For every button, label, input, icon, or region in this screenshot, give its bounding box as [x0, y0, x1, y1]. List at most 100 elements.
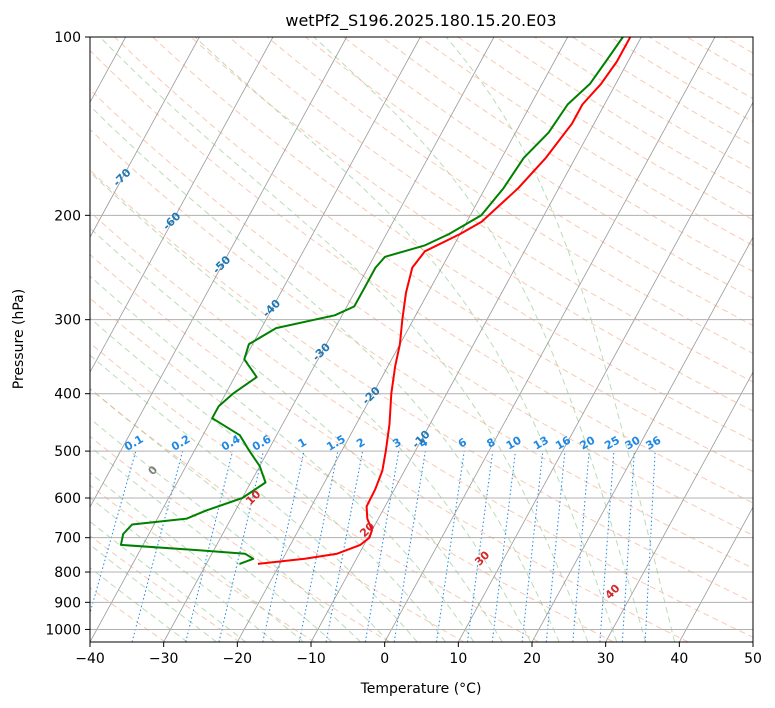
y-axis-label: Pressure (hPa) — [11, 289, 27, 389]
dry-adiabat-label: 40 — [603, 582, 623, 602]
sounding-series — [119, 37, 632, 565]
mixing-ratio-line — [435, 451, 465, 642]
mixing-ratio-label: 13 — [531, 434, 551, 453]
isotherm-line — [531, 236, 753, 642]
moist-adiabat-line — [313, 37, 647, 642]
plot-frame — [89, 36, 754, 643]
dry-adiabat-line — [495, 37, 753, 196]
mixing-ratio-label: 2 — [354, 436, 367, 451]
mixing-ratio-line — [90, 450, 137, 615]
dry-adiabat-line — [228, 37, 753, 383]
mixing-ratio-lines — [90, 450, 656, 642]
y-tick-label: 200 — [54, 208, 81, 224]
mixing-ratio-label: 20 — [578, 433, 598, 452]
x-tick-label: −10 — [296, 651, 326, 667]
moist-adiabat-line — [90, 567, 188, 642]
dry-adiabat-line — [152, 37, 753, 442]
isotherm-label: -80 — [61, 122, 84, 145]
y-tick-label: 700 — [54, 531, 81, 547]
isotherm-label: -90 — [11, 78, 34, 101]
mixing-ratio-label: 1 — [296, 436, 309, 451]
dry-adiabat-line — [90, 435, 390, 642]
isotherm-line — [90, 37, 200, 239]
y-tick-label: 100 — [54, 30, 81, 46]
moist-adiabat-line — [90, 387, 390, 642]
dry-adiabat-line — [90, 534, 241, 642]
y-axis-ticks: 100 200 300 400 500 600 700 800 900 1000 — [45, 30, 90, 638]
dry-adiabat-line — [610, 37, 753, 123]
mixing-ratio-line — [185, 450, 234, 642]
temperature-profile-line — [257, 37, 632, 565]
moist-adiabat-line — [90, 227, 503, 642]
y-tick-label: 800 — [54, 565, 81, 581]
isotherm-label: -70 — [110, 166, 133, 189]
isotherm-line — [90, 37, 348, 508]
dry-adiabat-line — [724, 37, 753, 54]
moist-adiabat-line — [445, 37, 676, 642]
mixing-ratio-label: 0.6 — [250, 432, 274, 453]
dry-adiabat-line — [90, 169, 753, 603]
dry-adiabat-line — [305, 37, 753, 327]
dry-adiabat-line — [90, 253, 689, 642]
isotherms — [90, 37, 753, 642]
mixing-ratio-label: 1.5 — [324, 433, 347, 454]
mixing-ratio-label: 6 — [456, 435, 469, 450]
dry-adiabat-line — [90, 388, 465, 642]
dry-adiabat-label: 30 — [472, 548, 492, 568]
isotherm-line — [310, 37, 642, 642]
moist-adiabat-line — [99, 37, 589, 642]
mixing-ratio-line — [467, 451, 494, 642]
mixing-ratio-line — [218, 450, 264, 642]
dry-adiabat-label: 0 — [146, 463, 161, 478]
dry-adiabat-line — [763, 37, 775, 642]
line-labels: 0.10.20.40.611.52346810131620253036-100-… — [11, 78, 664, 602]
isotherm-label: -60 — [160, 209, 183, 232]
dry-adiabat-line — [90, 88, 753, 536]
isotherm-line — [163, 37, 495, 642]
x-tick-label: 20 — [523, 651, 541, 667]
mixing-ratio-line — [298, 451, 339, 642]
mixing-ratio-line — [491, 451, 516, 642]
mixing-ratio-line — [262, 450, 305, 642]
moist-adiabat-line — [194, 37, 618, 642]
mixing-ratio-label: 3 — [390, 436, 403, 451]
isotherm-line — [236, 37, 569, 642]
x-tick-label: −20 — [223, 651, 253, 667]
mixing-ratio-line — [521, 451, 544, 642]
isotherm-label: -50 — [210, 253, 233, 276]
plot-area: 0.10.20.40.611.52346810131620253036-100-… — [11, 37, 775, 642]
isotherm-line — [457, 101, 753, 642]
dry-adiabats — [90, 37, 775, 642]
moist-adiabat-line — [90, 171, 532, 642]
dry-adiabat-label: 20 — [357, 520, 377, 540]
dewpoint-profile-line — [119, 37, 624, 565]
mixing-ratio-line — [393, 451, 426, 642]
y-tick-label: 600 — [54, 491, 81, 507]
isotherm-line — [605, 371, 753, 642]
x-tick-label: 10 — [449, 651, 467, 667]
mixing-ratio-label: 36 — [644, 433, 664, 452]
moist-adiabat-line — [90, 445, 333, 642]
mixing-ratio-label: 0.2 — [169, 433, 192, 454]
isotherm-label: -20 — [360, 384, 383, 407]
moist-adiabats — [90, 37, 676, 642]
isotherm-label: -10 — [409, 428, 432, 451]
isotherm-label: -40 — [260, 297, 283, 320]
dry-adiabat-line — [686, 37, 753, 77]
moist-adiabat-line — [90, 317, 446, 642]
dry-adiabat-line — [343, 37, 753, 299]
mixing-ratio-label: 8 — [484, 436, 497, 451]
mixing-ratio-line — [364, 451, 400, 642]
isotherm-line — [752, 641, 753, 642]
isotherm-line — [678, 506, 753, 642]
moist-adiabat-line — [90, 417, 361, 642]
dry-adiabat-line — [90, 587, 166, 642]
mixing-ratio-line — [325, 451, 364, 642]
moist-adiabat-line — [90, 496, 275, 642]
chart-title: wetPf2_S196.2025.180.15.20.E03 — [285, 11, 556, 31]
dry-adiabat-line — [90, 128, 753, 569]
mixing-ratio-line — [621, 451, 635, 642]
isotherm-line — [90, 37, 274, 373]
mixing-ratio-label: 25 — [602, 434, 622, 453]
